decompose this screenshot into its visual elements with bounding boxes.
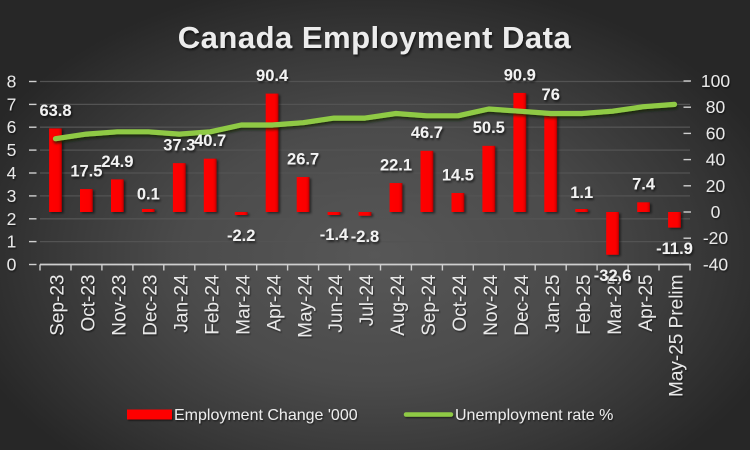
- svg-text:14.5: 14.5: [442, 166, 474, 184]
- svg-text:Mar-24: Mar-24: [233, 274, 254, 335]
- svg-text:4: 4: [7, 163, 17, 183]
- svg-text:20: 20: [706, 176, 726, 196]
- svg-text:26.7: 26.7: [287, 150, 319, 168]
- svg-text:0.1: 0.1: [137, 185, 160, 203]
- svg-text:-2.8: -2.8: [351, 228, 379, 246]
- svg-text:Nov-23: Nov-23: [110, 275, 131, 336]
- svg-text:5: 5: [7, 140, 17, 160]
- svg-text:Apr-25: Apr-25: [636, 275, 657, 332]
- svg-text:60: 60: [706, 123, 726, 143]
- svg-text:3: 3: [7, 186, 17, 206]
- svg-text:Jan-24: Jan-24: [172, 274, 193, 333]
- svg-text:Sep-24: Sep-24: [419, 274, 440, 336]
- svg-text:Feb-24: Feb-24: [202, 274, 223, 335]
- svg-text:Aug-24: Aug-24: [388, 274, 409, 336]
- svg-text:Feb-25: Feb-25: [574, 275, 595, 335]
- svg-text:Dec-23: Dec-23: [141, 275, 162, 336]
- svg-text:100: 100: [701, 71, 730, 91]
- svg-text:8: 8: [7, 72, 17, 92]
- svg-text:0: 0: [711, 202, 721, 222]
- svg-text:90.4: 90.4: [256, 67, 289, 85]
- svg-text:80: 80: [706, 97, 726, 117]
- svg-text:Jun-24: Jun-24: [326, 274, 347, 333]
- svg-text:Employment Change '000: Employment Change '000: [174, 407, 358, 424]
- svg-text:2: 2: [7, 209, 17, 229]
- svg-text:76: 76: [542, 86, 560, 104]
- svg-text:Apr-24: Apr-24: [264, 274, 285, 331]
- svg-text:63.8: 63.8: [39, 102, 71, 120]
- svg-text:22.1: 22.1: [380, 156, 412, 174]
- svg-text:Oct-23: Oct-23: [79, 275, 100, 332]
- svg-text:24.9: 24.9: [101, 153, 133, 171]
- svg-text:50.5: 50.5: [473, 119, 505, 137]
- svg-text:-2.2: -2.2: [227, 227, 255, 245]
- svg-text:-32.6: -32.6: [594, 267, 632, 285]
- svg-text:0: 0: [7, 255, 17, 275]
- svg-text:May-25 Prelim: May-25 Prelim: [667, 275, 688, 397]
- svg-text:Nov-24: Nov-24: [481, 274, 502, 336]
- svg-text:-40: -40: [703, 254, 729, 274]
- svg-text:-20: -20: [703, 228, 729, 248]
- svg-text:Jan-25: Jan-25: [543, 275, 564, 333]
- svg-text:May-24: May-24: [295, 274, 316, 338]
- svg-text:37.3: 37.3: [163, 137, 195, 155]
- svg-text:Canada Employment Data: Canada Employment Data: [178, 20, 572, 55]
- svg-text:-1.4: -1.4: [320, 226, 349, 244]
- svg-text:Unemployment rate %: Unemployment rate %: [455, 407, 613, 424]
- svg-text:46.7: 46.7: [411, 124, 443, 142]
- svg-text:1.1: 1.1: [570, 184, 593, 202]
- svg-text:17.5: 17.5: [70, 163, 102, 181]
- svg-text:6: 6: [7, 117, 17, 137]
- svg-text:7.4: 7.4: [632, 176, 656, 194]
- svg-text:-11.9: -11.9: [656, 240, 693, 258]
- svg-text:90.9: 90.9: [504, 66, 536, 84]
- svg-text:40: 40: [706, 150, 726, 170]
- svg-text:40.7: 40.7: [194, 132, 226, 150]
- svg-text:Sep-23: Sep-23: [48, 275, 69, 336]
- svg-text:Mar-25: Mar-25: [605, 275, 626, 335]
- svg-text:Oct-24: Oct-24: [450, 274, 471, 331]
- svg-text:Jul-24: Jul-24: [357, 274, 378, 326]
- svg-text:Dec-24: Dec-24: [512, 274, 533, 336]
- svg-text:7: 7: [7, 94, 17, 114]
- svg-text:1: 1: [7, 232, 17, 252]
